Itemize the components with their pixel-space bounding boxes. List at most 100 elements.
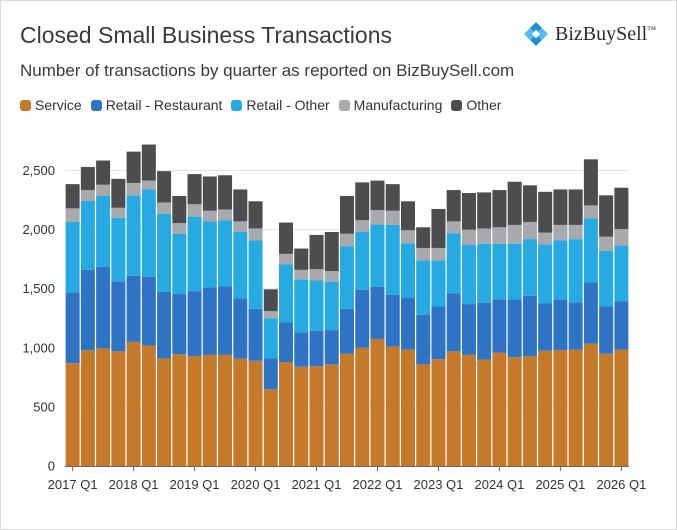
- y-tick-label: 1,000: [22, 340, 55, 355]
- bar-segment-other: [65, 184, 80, 209]
- bar-segment-service: [538, 350, 553, 466]
- bar-segment-service: [294, 366, 309, 466]
- bar-segment-retail-other: [309, 280, 324, 331]
- bar-segment-retail-other: [431, 260, 446, 307]
- bar-segment-retail-other: [492, 243, 507, 300]
- bar-stack-2019-q2: [202, 176, 217, 466]
- legend-swatch: [20, 99, 31, 111]
- y-tick: 0: [48, 459, 55, 474]
- bar-segment-retail-restaurant: [80, 269, 95, 351]
- bar-segment-other: [324, 232, 339, 271]
- bar-segment-other: [111, 178, 126, 208]
- bar-stack-2019-q1: [187, 174, 202, 466]
- brand-name: BizBuySell™: [555, 23, 656, 46]
- bar-segment-manufacturing: [218, 209, 233, 221]
- y-tick-label: 0: [48, 459, 55, 474]
- bar-segment-retail-other: [324, 281, 339, 331]
- bar-segment-manufacturing: [599, 236, 614, 251]
- legend-label: Service: [35, 97, 82, 113]
- bar-segment-service: [279, 362, 294, 466]
- bar-segment-manufacturing: [248, 228, 263, 241]
- bar-segment-other: [568, 189, 583, 225]
- bar-segment-retail-restaurant: [324, 330, 339, 365]
- bar-segment-other: [553, 189, 568, 225]
- bar-stack-2023-q4: [477, 192, 492, 466]
- bar-segment-retail-other: [461, 245, 476, 305]
- bar-stack-2024-q3: [522, 185, 537, 466]
- legend-item-service: Service: [20, 97, 82, 113]
- bar-segment-other: [614, 187, 629, 230]
- y-tick: 1,000: [22, 340, 55, 355]
- bar-segment-retail-restaurant: [263, 358, 278, 390]
- x-tick: 2025 Q1: [535, 477, 585, 492]
- bar-segment-retail-other: [522, 239, 537, 296]
- bar-segment-retail-restaurant: [538, 303, 553, 351]
- bar-segment-other: [599, 195, 614, 237]
- y-tick: 500: [33, 399, 55, 414]
- bar-segment-manufacturing: [355, 220, 370, 232]
- bar-stack-2018-q1: [126, 151, 141, 466]
- bar-stack-2020-q2: [263, 289, 278, 466]
- bar-segment-manufacturing: [416, 247, 431, 261]
- bar-segment-retail-restaurant: [96, 266, 111, 349]
- bar-segment-manufacturing: [80, 190, 95, 201]
- x-tick: 2023 Q1: [414, 477, 464, 492]
- bar-segment-retail-other: [157, 213, 172, 292]
- bar-segment-retail-other: [599, 250, 614, 307]
- bar-stack-2023-q3: [461, 193, 476, 466]
- bar-stack-2022-q1: [370, 180, 385, 466]
- bar-segment-other: [507, 181, 522, 225]
- bar-stack-2025-q4: [599, 195, 614, 466]
- bar-segment-retail-restaurant: [233, 298, 248, 359]
- bar-segment-service: [157, 358, 172, 466]
- bar-segment-service: [126, 341, 141, 466]
- bar-segment-other: [248, 201, 263, 229]
- bar-stack-2019-q3: [218, 175, 233, 466]
- x-tick-label: 2025 Q1: [535, 477, 585, 492]
- bar-stack-2024-q2: [507, 181, 522, 466]
- bar-segment-service: [111, 351, 126, 466]
- bar-segment-retail-other: [126, 195, 141, 276]
- x-tick-label: 2018 Q1: [109, 477, 159, 492]
- bar-segment-manufacturing: [370, 210, 385, 225]
- bar-segment-manufacturing: [233, 221, 248, 232]
- bar-segment-retail-other: [446, 233, 461, 294]
- bar-segment-retail-restaurant: [614, 301, 629, 350]
- bar-segment-retail-other: [294, 279, 309, 333]
- bar-segment-retail-other: [172, 233, 187, 295]
- bar-segment-retail-other: [248, 240, 263, 309]
- bar-segment-manufacturing: [538, 232, 553, 245]
- bar-segment-manufacturing: [446, 221, 461, 234]
- legend-item-retail-restaurant: Retail - Restaurant: [90, 97, 222, 113]
- bar-segment-service: [324, 364, 339, 466]
- bar-stack-2020-q4: [294, 248, 309, 466]
- bar-segment-manufacturing: [461, 229, 476, 245]
- bar-segment-retail-other: [141, 189, 156, 277]
- legend-swatch: [338, 99, 350, 111]
- bar-segment-retail-restaurant: [522, 295, 537, 357]
- bar-segment-retail-other: [553, 240, 568, 300]
- bar-segment-retail-other: [202, 221, 217, 288]
- legend-label: Other: [466, 97, 502, 113]
- bar-segment-retail-restaurant: [568, 302, 583, 350]
- x-tick: 2018 Q1: [109, 477, 159, 492]
- bar-segment-retail-other: [96, 195, 111, 267]
- bar-segment-manufacturing: [400, 230, 415, 244]
- bar-segment-service: [477, 359, 492, 466]
- x-tick: 2022 Q1: [353, 477, 403, 492]
- bar-segment-other: [202, 176, 217, 211]
- bar-segment-other: [400, 201, 415, 231]
- bar-segment-manufacturing: [492, 227, 507, 244]
- bar-stack-2023-q1: [431, 208, 446, 466]
- bar-segment-service: [96, 348, 111, 466]
- bar-segment-service: [461, 354, 476, 466]
- bar-segment-retail-other: [279, 264, 294, 323]
- bar-segment-other: [80, 167, 95, 191]
- bar-stack-2017-q2: [80, 167, 95, 466]
- bar-segment-other: [126, 151, 141, 183]
- x-tick-label: 2017 Q1: [48, 477, 98, 492]
- bar-segment-manufacturing: [568, 224, 583, 240]
- bar-segment-service: [400, 349, 415, 466]
- bar-segment-other: [172, 195, 187, 224]
